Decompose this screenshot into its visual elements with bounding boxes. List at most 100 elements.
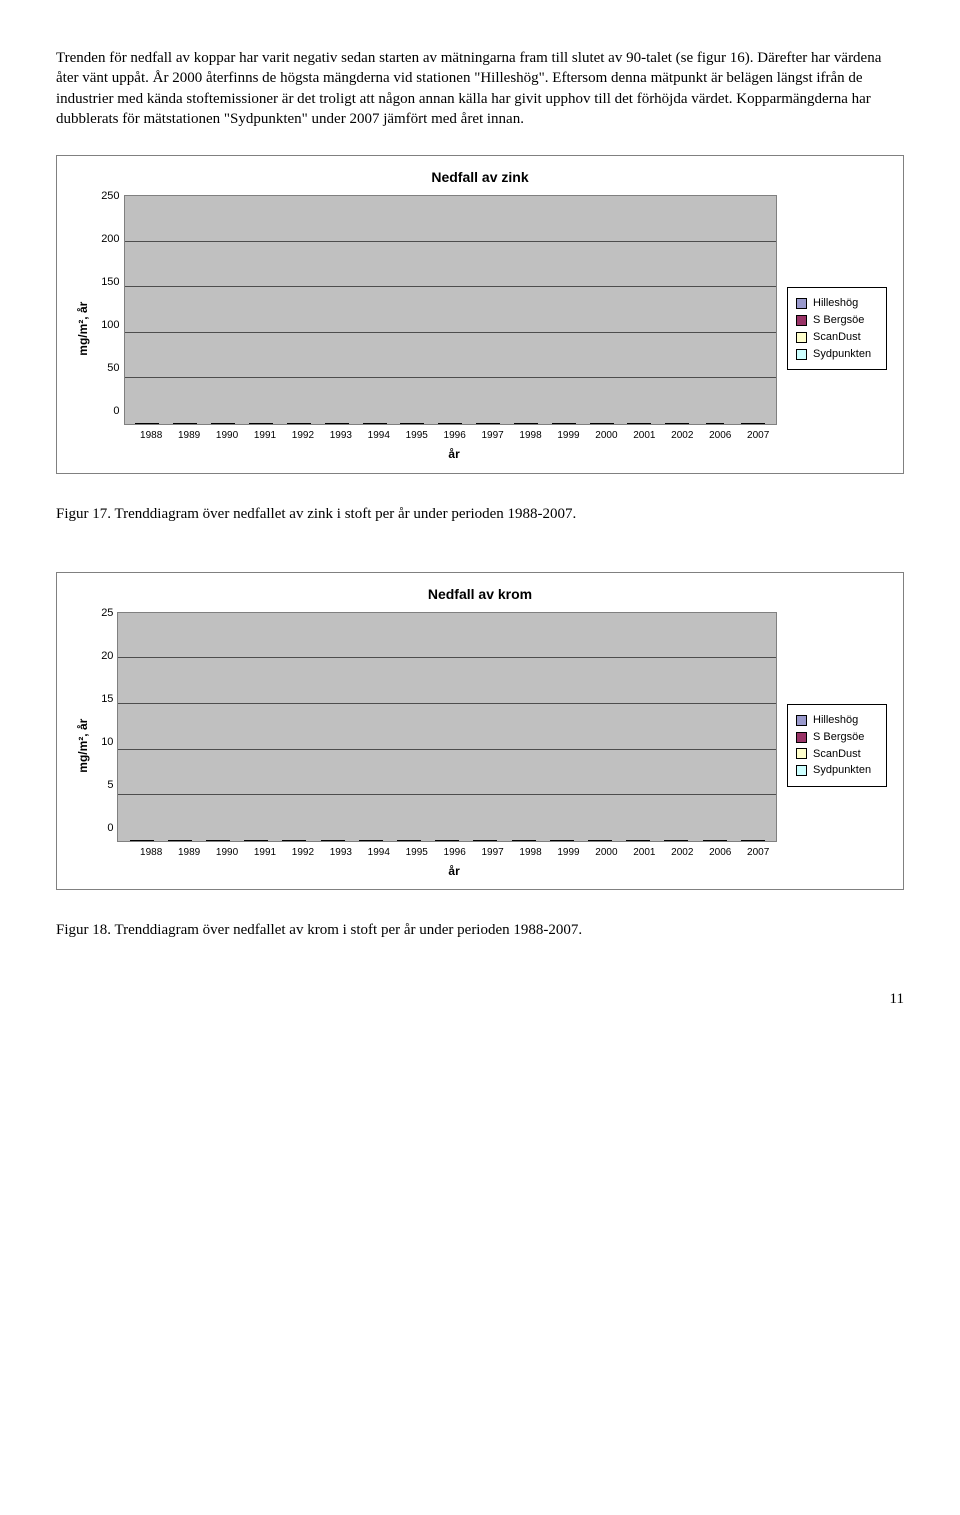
legend-item: Sydpunkten xyxy=(796,347,878,362)
year-group xyxy=(390,840,428,841)
year-group xyxy=(507,423,545,424)
intro-paragraph: Trenden för nedfall av koppar har varit … xyxy=(56,48,904,129)
legend-label: Sydpunkten xyxy=(813,763,871,778)
legend-label: S Bergsöe xyxy=(813,730,864,745)
year-group xyxy=(469,423,507,424)
bar xyxy=(491,840,497,841)
bar xyxy=(570,423,576,424)
legend-swatch xyxy=(796,732,807,743)
year-group xyxy=(393,423,431,424)
legend-swatch xyxy=(796,298,807,309)
chrom-grid xyxy=(117,612,777,842)
year-group xyxy=(242,423,280,424)
legend-item: ScanDust xyxy=(796,747,878,762)
year-group xyxy=(166,423,204,424)
year-group xyxy=(657,840,695,841)
x-axis-label: år xyxy=(131,863,777,879)
bar xyxy=(718,423,724,424)
legend-item: Hilleshög xyxy=(796,296,878,311)
year-group xyxy=(734,840,772,841)
bar xyxy=(456,423,462,424)
zinc-caption: Figur 17. Trenddiagram över nedfallet av… xyxy=(56,504,904,524)
bar xyxy=(153,423,159,424)
year-group xyxy=(204,423,242,424)
legend-item: Hilleshög xyxy=(796,713,878,728)
year-group xyxy=(619,840,657,841)
bar xyxy=(267,423,273,424)
year-group xyxy=(129,423,167,424)
bar xyxy=(377,840,383,841)
y-axis-label: mg/m², år xyxy=(73,612,91,880)
legend-swatch xyxy=(796,315,807,326)
year-group xyxy=(237,840,275,841)
bar xyxy=(224,840,230,841)
zinc-chart-title: Nedfall av zink xyxy=(73,168,887,187)
legend-item: S Bergsöe xyxy=(796,730,878,745)
bar xyxy=(759,840,765,841)
year-group xyxy=(161,840,199,841)
zinc-x-ticks: 1988198919901991199219931994199519961997… xyxy=(131,429,777,443)
zinc-legend: Hilleshög S Bergsöe ScanDust Sydpunkten xyxy=(787,287,887,370)
legend-label: ScanDust xyxy=(813,330,861,345)
x-axis-label: år xyxy=(131,446,777,462)
year-group xyxy=(199,840,237,841)
bar xyxy=(339,840,345,841)
legend-swatch xyxy=(796,349,807,360)
year-group xyxy=(543,840,581,841)
legend-label: ScanDust xyxy=(813,747,861,762)
year-group xyxy=(318,423,356,424)
bar xyxy=(759,423,765,424)
bar xyxy=(644,840,650,841)
bar xyxy=(148,840,154,841)
bar xyxy=(418,423,424,424)
bar xyxy=(415,840,421,841)
legend-label: Hilleshög xyxy=(813,296,858,311)
chrom-x-ticks: 1988198919901991199219931994199519961997… xyxy=(131,846,777,860)
year-group xyxy=(280,423,318,424)
year-group xyxy=(734,423,772,424)
bar xyxy=(721,840,727,841)
year-group xyxy=(122,840,160,841)
bar xyxy=(532,423,538,424)
bar xyxy=(606,840,612,841)
bar xyxy=(530,840,536,841)
legend-swatch xyxy=(796,765,807,776)
bar xyxy=(568,840,574,841)
year-group xyxy=(621,423,659,424)
year-group xyxy=(696,423,734,424)
chrom-y-ticks: 2520151050 xyxy=(101,606,117,836)
year-group xyxy=(313,840,351,841)
legend-label: Sydpunkten xyxy=(813,347,871,362)
zinc-grid xyxy=(124,195,777,425)
year-group xyxy=(275,840,313,841)
bar xyxy=(191,423,197,424)
bar xyxy=(305,423,311,424)
legend-label: Hilleshög xyxy=(813,713,858,728)
legend-swatch xyxy=(796,715,807,726)
chrom-chart: Nedfall av krom mg/m², år 2520151050 198… xyxy=(56,572,904,891)
year-group xyxy=(428,840,466,841)
legend-item: S Bergsöe xyxy=(796,313,878,328)
bar xyxy=(343,423,349,424)
chrom-chart-title: Nedfall av krom xyxy=(73,585,887,604)
year-group xyxy=(545,423,583,424)
zinc-chart: Nedfall av zink mg/m², år 25020015010050… xyxy=(56,155,904,474)
year-group xyxy=(466,840,504,841)
bar xyxy=(300,840,306,841)
legend-item: Sydpunkten xyxy=(796,763,878,778)
bar xyxy=(682,840,688,841)
chrom-legend: Hilleshög S Bergsöe ScanDustSydpunkten xyxy=(787,704,887,787)
chrom-caption: Figur 18. Trenddiagram över nedfallet av… xyxy=(56,920,904,940)
bar xyxy=(645,423,651,424)
bar xyxy=(683,423,689,424)
y-axis-label: mg/m², år xyxy=(73,195,91,463)
zinc-y-ticks: 250200150100500 xyxy=(101,189,123,419)
year-group xyxy=(356,423,394,424)
legend-label: S Bergsöe xyxy=(813,313,864,328)
bar xyxy=(494,423,500,424)
legend-swatch xyxy=(796,748,807,759)
page-number: 11 xyxy=(56,989,904,1009)
year-group xyxy=(658,423,696,424)
year-group xyxy=(581,840,619,841)
bar xyxy=(608,423,614,424)
